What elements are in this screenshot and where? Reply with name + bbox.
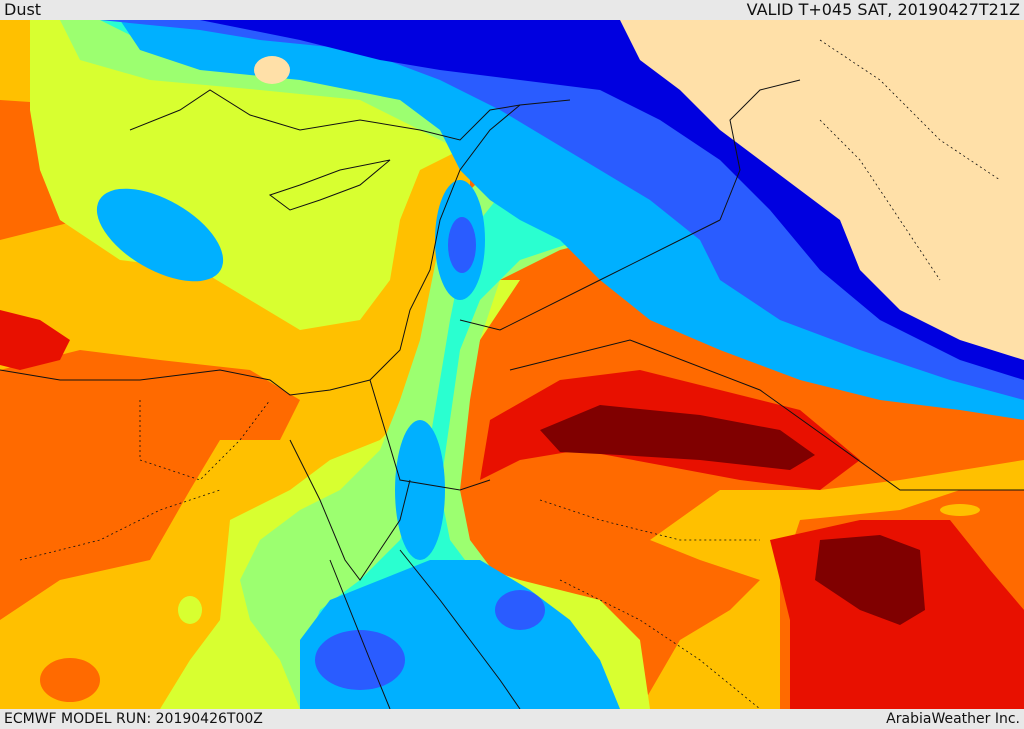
province-boundaries <box>19 39 1001 709</box>
model-run: ECMWF MODEL RUN: 20190426T00Z <box>4 711 263 727</box>
no-data-patch <box>254 56 290 84</box>
dust-contour-sky-redsea <box>395 420 445 560</box>
border-iran-iraq <box>719 79 801 221</box>
dust-contour-amber-spot-east <box>940 504 980 516</box>
coastline-cyprus <box>268 159 391 211</box>
dust-contour-blue-arabia <box>495 590 545 630</box>
boundary-arabia-south <box>559 579 761 709</box>
coastline-turkey-south <box>129 89 521 141</box>
map-title: Dust <box>4 0 42 19</box>
no-data-land <box>620 20 1024 360</box>
coastline-mediterranean-south <box>0 99 571 396</box>
boundary-arabia-central <box>539 499 760 541</box>
coastline-red-sea-east <box>399 549 521 709</box>
border-iraq-saudi <box>509 339 1024 491</box>
credit: ArabiaWeather Inc. <box>886 711 1020 727</box>
boundary-egypt-north <box>139 399 271 481</box>
border-jordan-saudi <box>459 219 721 331</box>
coastlines <box>0 89 571 709</box>
country-borders <box>369 79 1024 491</box>
header-bar: Dust VALID T+045 SAT, 20190427T21Z <box>0 0 1024 20</box>
dust-contour-sky-sea <box>96 188 224 282</box>
dust-contour-maroon-southeast <box>815 535 925 625</box>
dust-contour-lime-spot <box>178 596 202 624</box>
boundary-egypt-south <box>19 489 221 561</box>
dust-contour-green-corridor <box>60 20 620 709</box>
border-sinai <box>369 379 491 491</box>
dust-contour-amber-east <box>640 460 1024 709</box>
footer-bar: ECMWF MODEL RUN: 20190426T00Z ArabiaWeat… <box>0 709 1024 729</box>
valid-time: VALID T+045 SAT, 20190427T21Z <box>746 0 1020 19</box>
dust-contour-blue-levant <box>448 217 476 273</box>
dust-contour-maroon-center <box>540 405 815 470</box>
dust-contour-blue-south <box>315 630 405 690</box>
boundary-iran-north <box>819 39 1001 181</box>
dust-contour-amber-spot <box>40 658 100 702</box>
dust-map[interactable] <box>0 20 1024 709</box>
dust-contour-red-west <box>0 310 70 370</box>
coastline-gulf-of-suez <box>289 439 411 581</box>
coastline-red-sea-west <box>329 559 391 709</box>
dust-contour-amber-west <box>0 20 470 709</box>
